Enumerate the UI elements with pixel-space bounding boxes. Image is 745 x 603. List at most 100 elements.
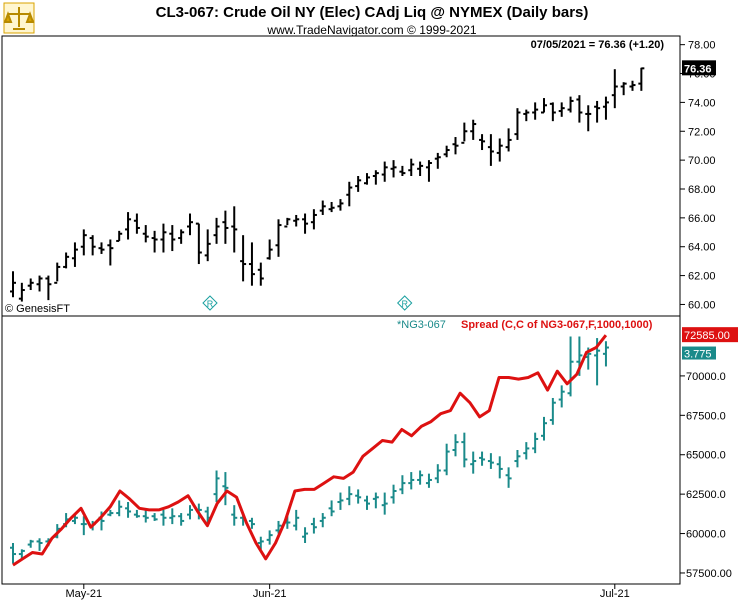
price-bar xyxy=(116,230,123,242)
price-tick-label: 60.00 xyxy=(688,299,716,311)
price-bar xyxy=(523,109,530,122)
ng-bar xyxy=(169,508,176,525)
ng-bar xyxy=(417,470,424,485)
price-bar xyxy=(257,262,264,286)
price-bar xyxy=(487,134,494,166)
price-bar xyxy=(611,69,618,109)
price-last-tag xyxy=(682,60,716,76)
ng-last-tag xyxy=(682,346,716,360)
price-last-label: 76.36 xyxy=(684,63,712,75)
price-bar xyxy=(302,213,309,234)
ng-bar xyxy=(425,473,432,488)
ng-bar xyxy=(133,509,140,518)
price-bar xyxy=(222,210,229,244)
spread-tick-label: 65000.0 xyxy=(686,450,726,462)
ng-bar xyxy=(337,492,344,510)
ng-bar xyxy=(36,538,43,551)
price-bar xyxy=(71,242,78,267)
ng-bar xyxy=(328,500,335,517)
price-bar xyxy=(337,199,344,211)
price-bar xyxy=(187,213,193,236)
price-tick-label: 72.00 xyxy=(688,126,716,138)
price-tick-label: 64.00 xyxy=(688,242,716,254)
price-bar xyxy=(319,200,326,215)
ng-bar xyxy=(107,509,114,517)
price-bar xyxy=(425,160,432,182)
ng-bar xyxy=(187,505,193,520)
ng-bar xyxy=(541,416,547,441)
price-bar xyxy=(275,219,282,257)
ng-bar xyxy=(319,513,326,528)
spread-tick-label: 60000.0 xyxy=(686,529,726,541)
ng-bar xyxy=(160,509,167,526)
x-tick-label: Jun-21 xyxy=(253,588,287,600)
price-bar xyxy=(36,275,43,292)
price-bar xyxy=(213,217,220,244)
spread-tick-label: 70000.0 xyxy=(686,371,726,383)
price-bar xyxy=(80,229,87,256)
ng-bar xyxy=(452,434,459,457)
ng-bar xyxy=(567,336,574,397)
price-bar xyxy=(54,262,61,284)
ng-bar xyxy=(602,341,609,367)
price-bar xyxy=(142,225,149,243)
price-tick-label: 78.00 xyxy=(688,40,716,52)
ng-bar xyxy=(125,502,132,518)
price-bar xyxy=(160,223,167,253)
price-bar xyxy=(541,98,547,114)
ng-bar xyxy=(399,475,406,495)
ng-bar xyxy=(151,513,158,521)
price-bar xyxy=(45,275,52,301)
price-readout: 07/05/2021 = 76.36 (+1.20) xyxy=(531,39,665,51)
spread-tick-label: 62500.0 xyxy=(686,489,726,501)
price-bar xyxy=(549,102,556,122)
svg-text:R: R xyxy=(401,299,408,309)
chart-title: CL3-067: Crude Oil NY (Elec) CAdj Liq @ … xyxy=(156,4,589,21)
ng-bar xyxy=(27,539,34,548)
price-bar xyxy=(558,102,565,117)
price-panel xyxy=(1,35,681,317)
ng-bar xyxy=(479,451,486,466)
price-tick-label: 62.00 xyxy=(688,271,716,283)
ng-bar xyxy=(434,464,441,484)
ng-last-label: 3.775 xyxy=(684,349,712,361)
ng-bar xyxy=(461,432,468,468)
price-bar xyxy=(638,67,645,91)
price-bar xyxy=(390,160,397,178)
price-bar xyxy=(98,242,105,254)
price-bar xyxy=(364,173,370,185)
price-bar xyxy=(602,96,609,120)
ng-bar xyxy=(364,495,370,510)
price-tick-label: 68.00 xyxy=(688,184,716,196)
logo-icon xyxy=(3,2,35,34)
price-bar xyxy=(479,134,486,151)
ng-bar xyxy=(248,517,255,529)
price-bar xyxy=(204,229,211,262)
ng-bar xyxy=(346,486,353,506)
ng-bar xyxy=(372,492,379,509)
ng-bar xyxy=(470,451,477,474)
price-bar xyxy=(293,214,300,227)
spread-last-tag xyxy=(682,327,738,343)
price-bar xyxy=(514,108,521,140)
ng-bar xyxy=(231,505,238,526)
ng-bar xyxy=(558,385,565,408)
price-bar xyxy=(532,102,539,120)
ng-bar xyxy=(257,536,264,550)
price-bar xyxy=(452,137,459,155)
ng-bar xyxy=(523,442,530,460)
ng-bar xyxy=(514,450,521,468)
ng-bar xyxy=(275,520,282,534)
spread-line xyxy=(12,334,608,567)
price-bar xyxy=(417,161,424,176)
spread-panel xyxy=(1,315,681,585)
price-bar xyxy=(434,152,441,169)
price-bar xyxy=(125,212,132,240)
price-bar xyxy=(496,138,503,162)
ng-bar xyxy=(266,530,273,545)
ng-bar xyxy=(116,500,123,517)
price-bar xyxy=(567,96,574,113)
ng-series-label: *NG3-067 xyxy=(397,319,446,331)
price-tick-label: 66.00 xyxy=(688,213,716,225)
